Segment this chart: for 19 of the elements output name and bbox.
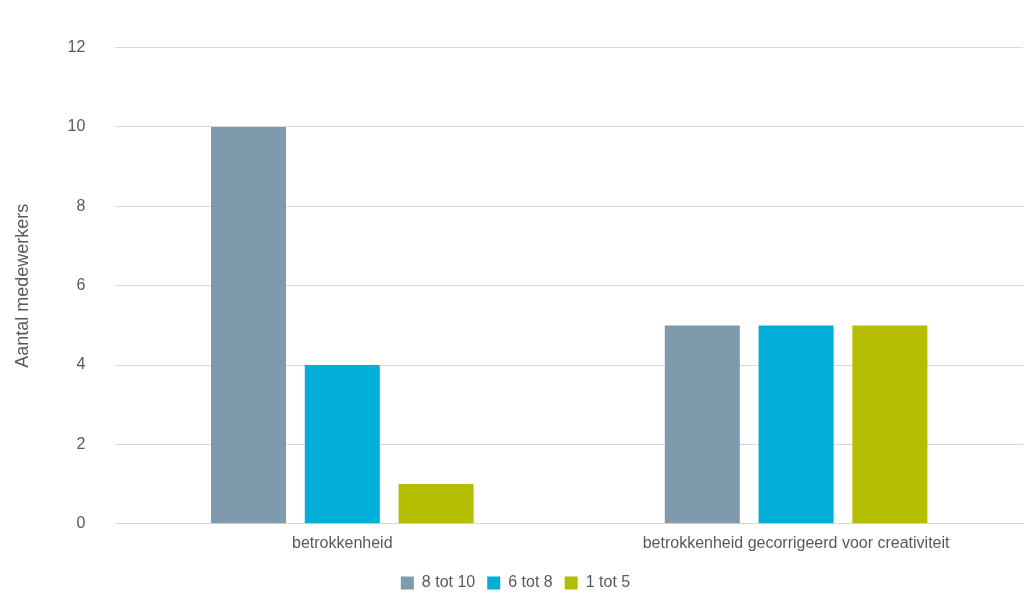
y-tick-label: 10 <box>67 117 86 135</box>
bar <box>852 325 928 524</box>
y-tick-label: 0 <box>76 514 86 532</box>
legend-label: 8 tot 10 <box>421 573 476 591</box>
y-tick-label: 4 <box>76 355 86 373</box>
y-tick-label: 2 <box>76 434 86 452</box>
bar <box>664 325 740 524</box>
y-tick-label: 12 <box>67 38 86 56</box>
bar <box>304 365 380 524</box>
bar <box>211 126 287 524</box>
x-tick-label: betrokkenheid gecorrigeerd voor creativiteit <box>642 533 951 551</box>
legend-label: 6 tot 8 <box>508 573 553 591</box>
y-tick-label: 8 <box>76 196 86 214</box>
legend-label: 1 tot 5 <box>585 573 631 591</box>
bar <box>758 325 834 524</box>
y-axis-title: Aantal medewerkers <box>11 203 32 368</box>
y-tick-label: 6 <box>76 276 86 294</box>
x-tick-label: betrokkenheid <box>292 533 393 551</box>
bar <box>398 484 474 524</box>
